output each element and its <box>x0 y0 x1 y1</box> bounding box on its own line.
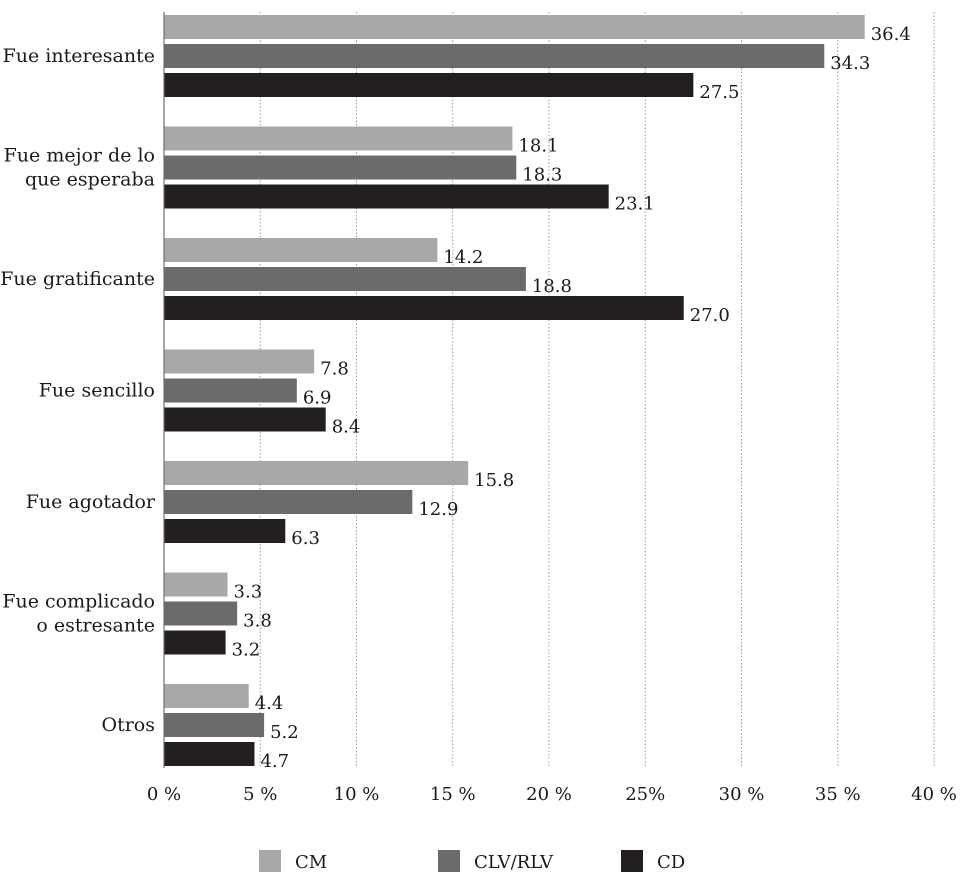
bar-cd <box>164 630 226 655</box>
x-tick-label: 10 % <box>334 784 380 805</box>
data-label: 36.4 <box>871 24 911 45</box>
category-labels: Fue interesante Fue mejor de lo que espera… <box>0 45 156 736</box>
bar-cm <box>164 15 865 39</box>
bar-cd <box>164 519 286 543</box>
x-tick-label: 15 % <box>430 784 476 805</box>
data-label: 12.9 <box>418 499 458 520</box>
legend-swatch <box>621 850 643 872</box>
category-label: Fue agotador <box>26 491 156 513</box>
x-tick-label: 30 % <box>719 784 765 805</box>
legend-label: CD <box>657 852 685 873</box>
data-label: 3.2 <box>232 640 261 661</box>
bar-clv-rlv <box>164 601 238 626</box>
x-tick-labels: 0 % 5 % 10 % 15 % 20 % 25% 30 % 35 % 40 % <box>147 784 957 805</box>
bar-clv-rlv <box>164 267 526 291</box>
category-label: Fue gratificante <box>0 268 155 290</box>
legend-swatch <box>438 850 460 872</box>
x-tick-label: 0 % <box>147 784 181 805</box>
bar-cd <box>164 742 255 766</box>
bar-cd <box>164 296 684 320</box>
bar-cd <box>164 184 609 209</box>
legend-label: CM <box>295 852 327 873</box>
bar-cm <box>164 126 513 151</box>
data-label: 18.3 <box>522 165 562 186</box>
legend-item: CD <box>621 850 685 873</box>
data-label: 27.5 <box>699 82 739 103</box>
data-label: 4.7 <box>260 751 289 772</box>
data-label: 3.3 <box>234 582 263 603</box>
data-label: 4.4 <box>255 693 284 714</box>
data-label: 6.3 <box>291 528 320 549</box>
category-label: Otros <box>102 714 155 736</box>
data-label: 23.1 <box>615 194 655 215</box>
category-label: Fue interesante <box>3 45 155 67</box>
data-label: 5.2 <box>270 722 299 743</box>
legend-swatch <box>259 850 281 872</box>
x-tick-label: 5 % <box>243 784 277 805</box>
bar-cm <box>164 238 438 262</box>
data-label: 3.8 <box>243 611 272 632</box>
bar-clv-rlv <box>164 713 265 737</box>
bar-cd <box>164 73 694 97</box>
bar-clv-rlv <box>164 378 297 403</box>
x-tick-label: 35 % <box>815 784 861 805</box>
legend: CM CLV/RLV CD <box>259 850 685 873</box>
data-label: 7.8 <box>320 359 349 380</box>
x-tick-label: 40 % <box>911 784 957 805</box>
data-label: 18.1 <box>518 136 558 157</box>
bar-cm <box>164 684 249 708</box>
bar-cd <box>164 407 326 432</box>
data-label: 8.4 <box>332 417 361 438</box>
bar-cm <box>164 349 315 374</box>
legend-item: CLV/RLV <box>438 850 554 873</box>
x-tick-label: 20 % <box>526 784 572 805</box>
category-label: Fue sencillo <box>39 380 155 402</box>
bars: 36.434.3 27.5 18.1 18.3 23.1 14.2 18.8 27.0 7.8 6… <box>164 15 911 772</box>
x-tick-label: 25% <box>625 784 665 805</box>
bar-cm <box>164 461 469 485</box>
bar-clv-rlv <box>164 155 517 180</box>
legend-item: CM <box>259 850 327 873</box>
data-label: 27.0 <box>690 305 730 326</box>
grid-lines <box>259 12 935 768</box>
bar-clv-rlv <box>164 490 413 514</box>
category-label: Fue mejor de lo que esperaba <box>4 145 155 191</box>
data-label: 34.3 <box>830 53 870 74</box>
bar-cm <box>164 572 228 597</box>
category-label: Fue complicado o estresante <box>2 591 155 637</box>
data-label: 15.8 <box>474 470 514 491</box>
data-label: 18.8 <box>532 276 572 297</box>
data-label: 14.2 <box>443 247 483 268</box>
data-label: 6.9 <box>303 388 332 409</box>
legend-label: CLV/RLV <box>474 852 554 873</box>
bar-clv-rlv <box>164 44 825 68</box>
